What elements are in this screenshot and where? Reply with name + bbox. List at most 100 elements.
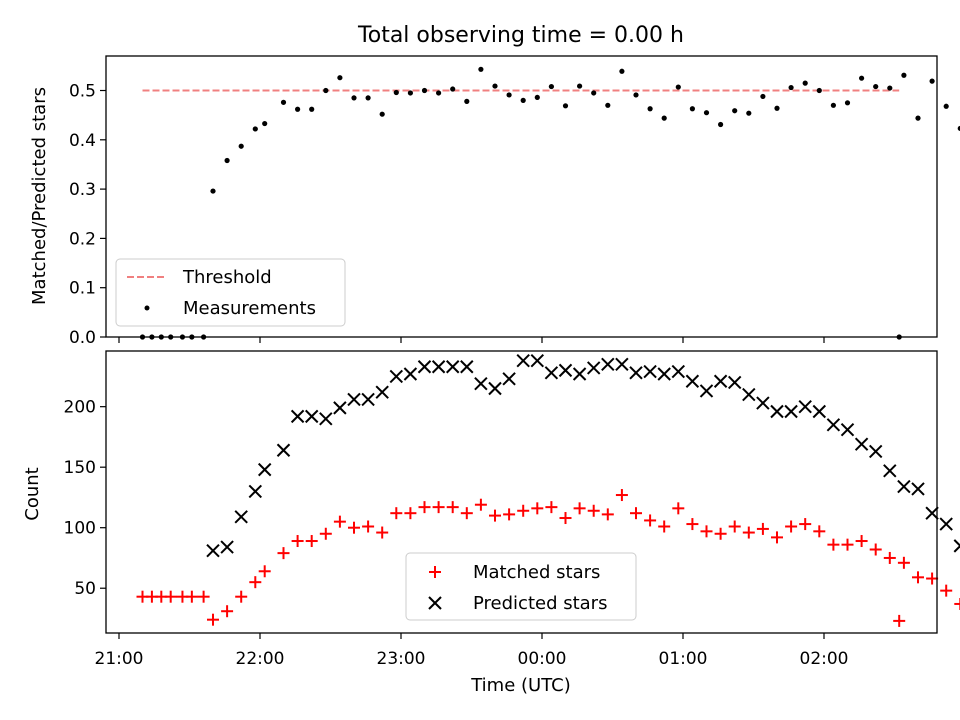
matched-star-marker [362,520,375,533]
predicted-star-marker [727,375,742,390]
matched-star-marker [799,518,812,531]
matched-star-marker [912,571,924,584]
measurement-point [323,87,329,94]
measurement-point [605,102,611,108]
measurement-point [661,115,667,121]
predicted-star-marker [615,357,629,372]
measurement-point [379,111,385,117]
top-y-tick-label: 0.1 [69,279,96,299]
matched-star-marker [855,535,868,548]
measurement-point [859,75,865,81]
top-legend-box [115,258,346,327]
matched-star-marker [771,531,783,544]
matched-star-marker [630,507,642,520]
measurement-point [746,110,752,116]
predicted-star-marker [290,409,305,424]
matched-star-marker [164,590,177,603]
top-y-tick-label: 0.0 [69,328,96,348]
predicted-star-marker [742,387,756,402]
matched-star-marker [841,538,854,551]
measurement-point [548,83,555,90]
matched-star-marker [197,590,210,603]
top-y-tick-label: 0.5 [69,82,96,102]
matched-star-marker [235,590,248,603]
measurement-point [816,87,822,94]
bottom-y-tick-label: 100 [64,519,96,539]
measurement-point [421,87,428,94]
matched-star-marker [333,515,346,528]
measurements-legend-swatch [144,305,150,311]
measurement-point [901,72,907,78]
predicted-legend-label: Predicted stars [473,593,607,614]
predicted-star-marker [333,401,347,415]
top-y-tick-label: 0.4 [69,131,96,151]
matched-star-marker [587,504,600,517]
matched-star-marker [207,613,219,626]
measurement-point [464,98,470,104]
top-axes-frame [105,55,938,338]
matched-star-marker [348,521,360,534]
x-tick-label: 02:00 [800,649,849,669]
matched-star-marker [897,556,910,569]
top-y-tick-label: 0.2 [69,229,96,249]
matched-star-marker [672,502,685,515]
bottom-legend-box [405,552,637,621]
matched-star-marker [742,526,755,539]
measurement-point [262,120,268,127]
predicted-star-marker [248,484,263,499]
predicted-star-marker [770,404,784,419]
measurement-point [957,125,960,132]
bottom-y-axis-label: Count [22,467,43,520]
measurement-point [732,108,738,114]
matched-star-marker [390,507,403,520]
measurement-point [224,157,230,164]
predicted-star-marker [629,366,643,380]
measurement-point [760,93,766,100]
top-panel: 0.0 0.1 0.2 0.3 0.4 0.5 Matched/Predicted sta… [29,55,960,348]
predicted-star-marker [276,443,291,457]
predicted-star-marker [713,374,728,388]
predicted-star-marker [586,361,601,375]
top-y-tick-label: 0.3 [69,180,96,200]
matched-star-marker [686,518,699,531]
measurement-point [562,103,569,109]
predicted-star-marker [756,396,770,410]
predicted-star-marker [911,482,925,496]
predicted-star-marker [257,462,272,477]
matched-star-marker [954,597,960,610]
matched-star-marker [249,576,262,589]
predicted-star-marker [460,360,474,374]
matched-star-marker [291,535,304,548]
matched-star-marker [813,525,826,538]
predicted-star-marker [784,404,798,419]
matched-star-marker [615,489,628,502]
predicted-star-marker [347,392,361,407]
matched-star-marker [418,501,431,514]
predicted-star-marker [206,543,220,558]
matched-legend-swatch [429,566,441,578]
measurement-point [718,121,724,128]
matched-star-marker [883,551,896,564]
predicted-star-marker [445,360,460,374]
bottom-axes-frame [105,350,938,634]
x-axis-label: Time (UTC) [470,675,571,696]
bottom-panel: 50 100 150 200 21:00 22:00 23:00 00:00 01:00 02:… [22,350,960,696]
measurement-point [774,105,780,111]
top-plot-marks [139,66,960,340]
predicted-star-marker [826,418,841,432]
measurement-point [929,78,935,84]
predicted-star-marker [953,539,960,553]
predicted-star-marker [234,510,248,524]
matched-star-marker [893,614,906,627]
x-tick-label: 00:00 [518,649,567,669]
measurement-point [703,110,710,116]
measurement-point [802,80,808,86]
predicted-star-marker [375,385,389,399]
matched-star-marker [305,535,318,548]
matched-star-marker [221,605,234,618]
top-y-axis-label: Matched/Predicted stars [29,87,50,305]
predicted-star-marker [840,422,855,437]
matched-star-marker [601,508,614,521]
bottom-plot-marks [136,353,960,627]
